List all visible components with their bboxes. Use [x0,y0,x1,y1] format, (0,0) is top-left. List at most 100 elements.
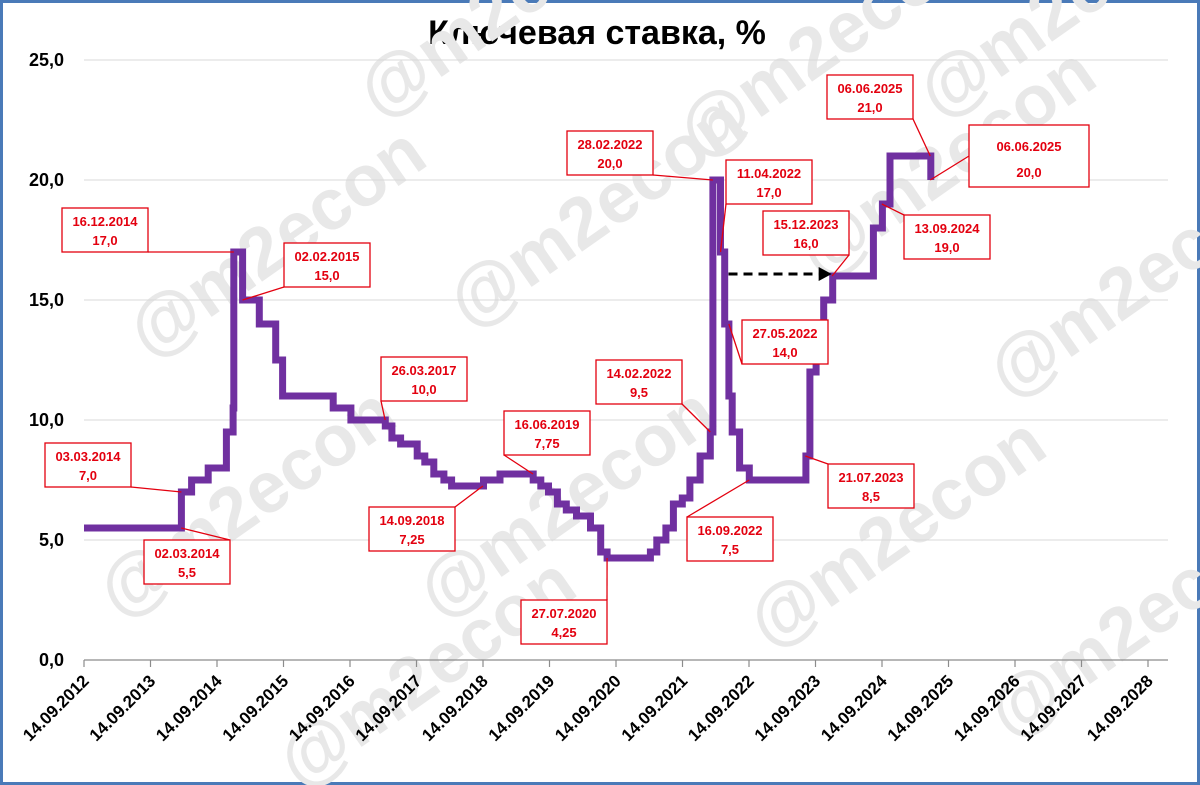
annotation-box [725,159,813,205]
annotation-leader-line [242,286,285,301]
annotation-layer: 03.03.2014 7,0 02.03.2014 5,5 16.12.2014 17,0… [44,74,1090,645]
series-layer [84,152,935,562]
annotation-date: 03.03.2014 [55,449,121,464]
annotation-leader-line [929,155,970,181]
watermark-text: @m2econ [973,151,1200,413]
annotation-callout: 03.03.2014 7,0 [44,442,182,493]
annotation-leader-line [805,455,829,465]
annotation-callout: 02.03.2014 5,5 [143,527,231,585]
annotation-leader-line [681,403,711,433]
annotation-box [44,442,132,488]
annotation-box [903,214,991,260]
y-tick-label: 15,0 [29,290,64,310]
annotation-value: 7,75 [534,436,559,451]
watermark-text: @m2econ [83,371,409,633]
annotation-box [827,463,915,509]
grid-lines [84,59,1168,541]
annotation-leader-line [881,203,905,216]
annotation-leader-line [728,323,743,365]
annotation-value: 20,0 [1016,165,1041,180]
x-tick-label: 14.09.2012 [19,671,93,745]
annotation-date: 06.06.2025 [837,81,902,96]
annotation-value: 5,5 [178,565,196,580]
annotation-date: 16.09.2022 [697,523,762,538]
annotation-leader-line [454,485,484,508]
y-tick-label: 5,0 [39,530,64,550]
annotation-box [283,242,371,288]
annotation-date: 27.05.2022 [752,326,817,341]
annotation-callout: 13.09.2024 19,0 [881,203,991,260]
rate-series-line [84,152,935,562]
y-tick-label: 0,0 [39,650,64,670]
annotation-value: 20,0 [597,156,622,171]
annotation-callout: 16.12.2014 17,0 [61,207,234,253]
annotation-leader-line [912,118,931,157]
annotation-callout: 15.12.2023 16,0 [762,210,850,277]
annotation-box [143,539,231,585]
annotation-date: 06.06.2025 [996,139,1061,154]
annotation-date: 15.12.2023 [773,217,838,232]
x-tick-label: 14.09.2022 [684,671,758,745]
annotation-callout: 16.09.2022 7,5 [686,479,774,562]
annotation-box [380,356,468,402]
annotation-date: 13.09.2024 [914,221,980,236]
annotation-date: 14.09.2018 [379,513,444,528]
x-tick-label: 14.09.2021 [618,671,692,745]
annotation-date: 26.03.2017 [391,363,456,378]
annotation-leader-line [380,400,386,421]
annotation-box [566,130,654,176]
annotation-box [503,410,591,456]
annotation-value: 7,0 [79,468,97,483]
x-tick-label: 14.09.2019 [485,671,559,745]
annotation-callout: 27.07.2020 4,25 [520,557,608,645]
dashed-arrow [728,267,832,281]
y-tick-label: 10,0 [29,410,64,430]
x-tick-label: 14.09.2020 [551,671,625,745]
annotation-leader-line [181,527,231,541]
annotation-callout: 28.02.2022 20,0 [566,130,713,181]
annotation-leader-line [652,174,713,181]
annotation-value: 17,0 [756,185,781,200]
annotation-value: 15,0 [314,268,339,283]
y-tick-label: 25,0 [29,50,64,70]
annotation-value: 7,5 [721,542,739,557]
annotation-box [762,210,850,256]
annotation-date: 02.03.2014 [154,546,220,561]
x-tick-label: 14.09.2013 [86,671,160,745]
annotation-callout: 14.02.2022 9,5 [595,359,711,433]
annotation-date: 02.02.2015 [294,249,359,264]
annotation-date: 21.07.2023 [838,470,903,485]
annotation-box [520,599,608,645]
annotation-box [368,506,456,552]
annotation-box [595,359,683,405]
annotation-callout: 26.03.2017 10,0 [380,356,468,421]
annotation-callout-current: 06.06.2025 20,0 [929,124,1090,188]
annotation-leader-line [831,254,850,277]
arrow-head [818,267,832,281]
annotation-date: 16.12.2014 [72,214,138,229]
annotation-leader-line [686,479,750,518]
chart-title: Ключевая ставка, % [428,14,766,52]
annotation-callout: 14.09.2018 7,25 [368,485,484,552]
annotation-value: 16,0 [793,236,818,251]
annotation-leader-line [503,454,534,475]
annotation-date: 11.04.2022 [737,166,801,181]
annotation-value: 8,5 [862,489,880,504]
annotation-callout: 11.04.2022 17,0 [719,159,813,253]
annotation-leader-line [719,203,727,253]
annotation-date: 27.07.2020 [531,606,596,621]
annotation-callout: 27.05.2022 14,0 [728,319,829,365]
annotation-value: 9,5 [630,385,648,400]
x-tick-label: 14.09.2014 [152,671,226,745]
annotation-box [741,319,829,365]
watermark-text: @m2econ [733,401,1059,663]
annotation-box [686,516,774,562]
annotation-leader-line [130,486,182,493]
annotation-date: 14.02.2022 [606,366,671,381]
annotation-value: 4,25 [551,625,576,640]
annotation-value: 7,25 [399,532,424,547]
annotation-box [61,207,149,253]
annotation-value: 17,0 [92,233,117,248]
y-tick-label: 20,0 [29,170,64,190]
